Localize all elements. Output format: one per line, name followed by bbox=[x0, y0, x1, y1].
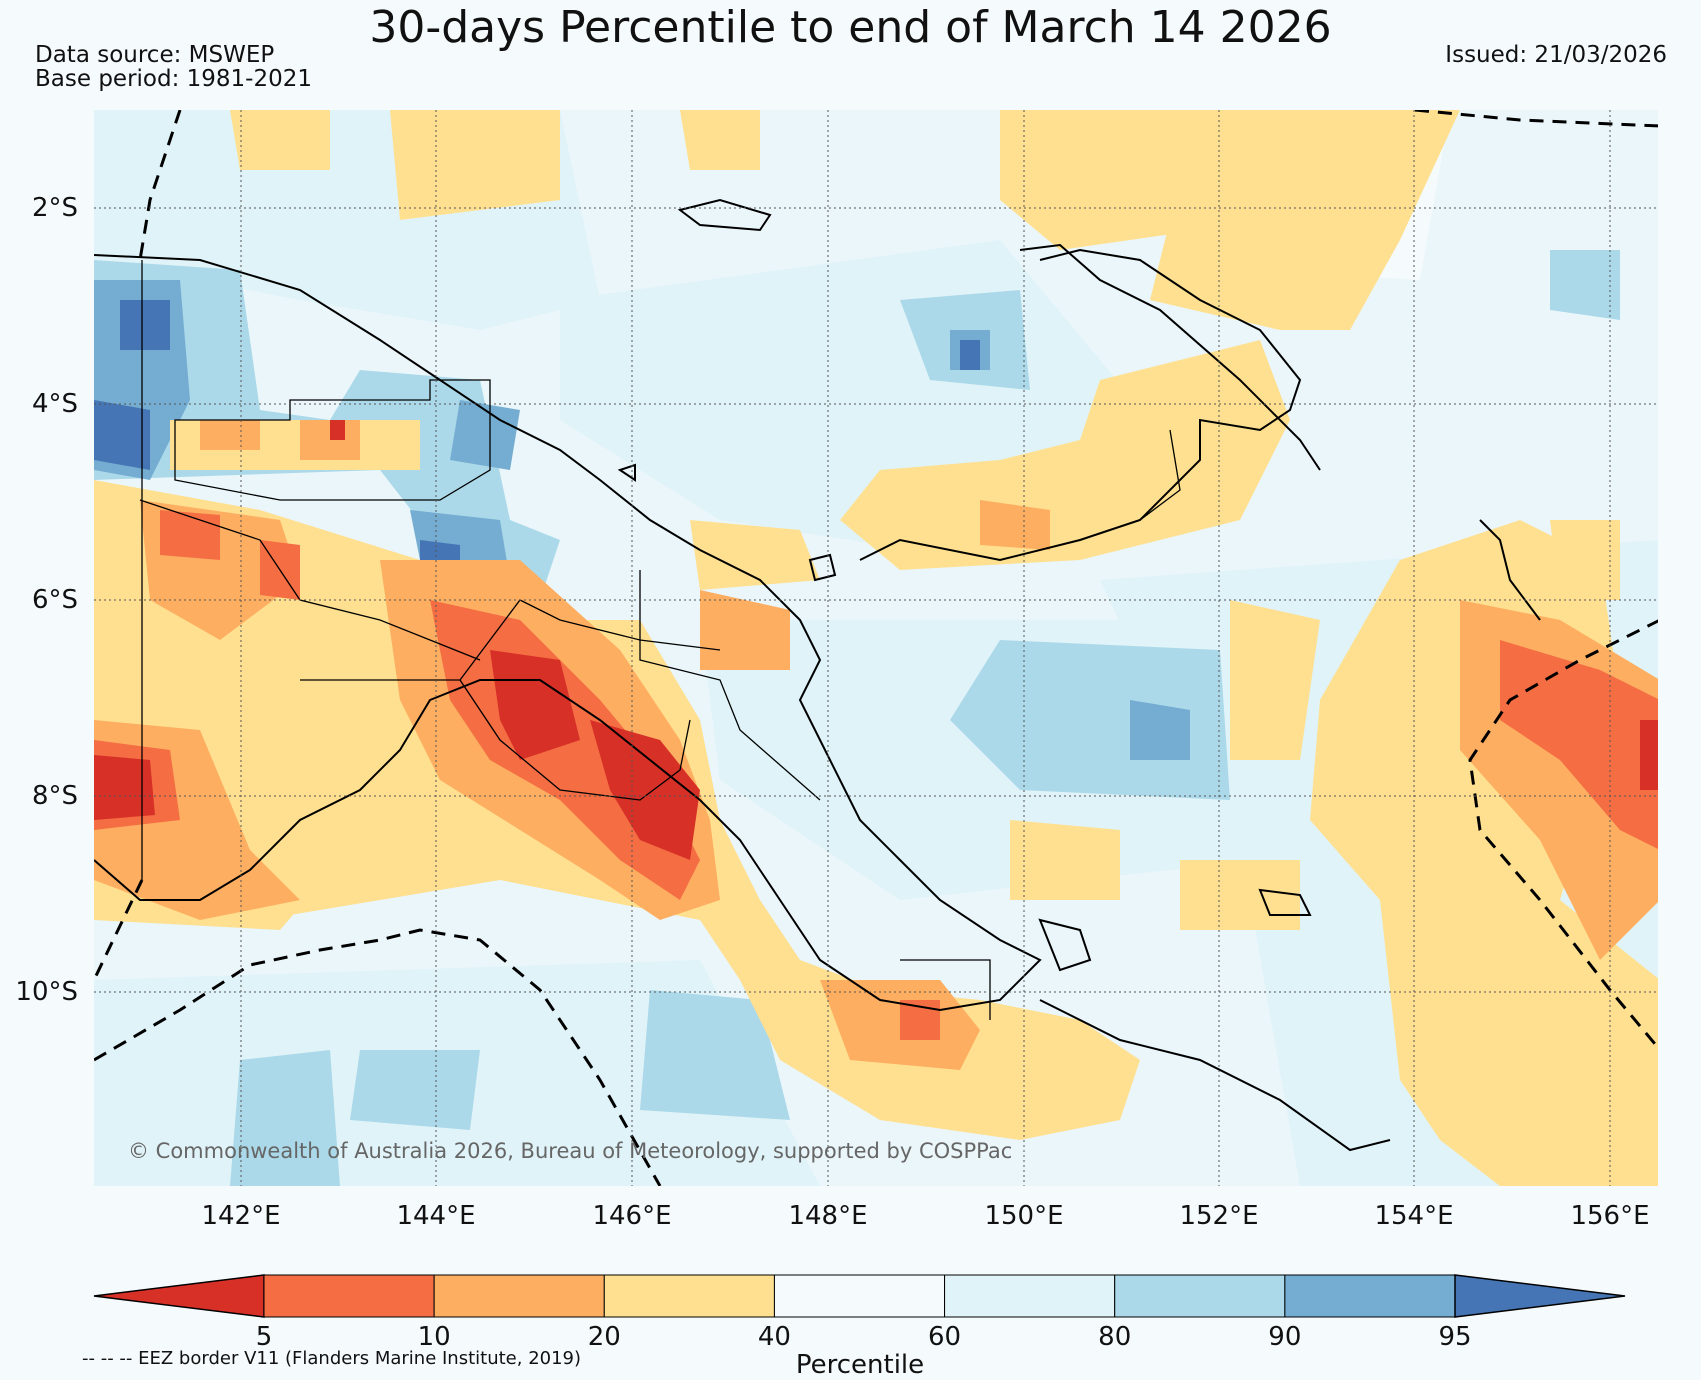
copyright-notice: © Commonwealth of Australia 2026, Bureau… bbox=[128, 1139, 1013, 1163]
base-period: Base period: 1981-2021 bbox=[35, 66, 313, 92]
graticule bbox=[94, 110, 1658, 1186]
lat-label: 6°S bbox=[32, 585, 78, 615]
province-borders bbox=[139, 260, 1181, 1020]
lon-label: 154°E bbox=[1374, 1201, 1453, 1231]
lon-label: 150°E bbox=[984, 1201, 1063, 1231]
colorbar-segment bbox=[773, 1274, 946, 1318]
colorbar-tick-label: 60 bbox=[928, 1322, 961, 1350]
colorbar-tick-label: 40 bbox=[758, 1322, 791, 1350]
eez-legend-note: -- -- -- EEZ border V11 (Flanders Marine… bbox=[82, 1348, 582, 1369]
map-canvas: 2°S 4°S 6°S 8°S 10°S 142°E 144°E 146°E 1… bbox=[15, 110, 1658, 1231]
colorbar-tick-label: 90 bbox=[1268, 1322, 1301, 1350]
lon-label: 148°E bbox=[788, 1201, 867, 1231]
colorbar-tick-label: 95 bbox=[1438, 1322, 1471, 1350]
eez-borders bbox=[94, 110, 1658, 1186]
colorbar: 5 10 20 40 60 80 90 95 bbox=[93, 1274, 1626, 1350]
lat-label: 10°S bbox=[15, 977, 78, 1007]
colorbar-segment bbox=[433, 1274, 605, 1318]
lat-label: 4°S bbox=[32, 389, 78, 419]
colorbar-tick-label: 10 bbox=[418, 1322, 451, 1350]
lon-label: 152°E bbox=[1179, 1201, 1258, 1231]
colorbar-tick-label: 20 bbox=[588, 1322, 621, 1350]
data-source: Data source: MSWEP bbox=[35, 42, 275, 68]
lon-label: 146°E bbox=[592, 1201, 671, 1231]
colorbar-label: Percentile bbox=[795, 1350, 925, 1380]
colorbar-tick-label: 5 bbox=[256, 1322, 273, 1350]
lon-label: 142°E bbox=[201, 1201, 280, 1231]
colorbar-tick-label: 80 bbox=[1098, 1322, 1131, 1350]
colorbar-segment bbox=[1114, 1274, 1286, 1318]
colorbar-segment bbox=[1454, 1274, 1626, 1318]
colorbar-segment bbox=[263, 1274, 435, 1318]
issued-date: Issued: 21/03/2026 bbox=[1445, 42, 1667, 68]
colorbar-segment bbox=[1284, 1274, 1456, 1318]
lat-label: 2°S bbox=[32, 193, 78, 223]
lat-label: 8°S bbox=[32, 781, 78, 811]
colorbar-segment bbox=[603, 1274, 775, 1318]
percentile-field bbox=[94, 110, 1658, 1186]
lon-label: 144°E bbox=[396, 1201, 475, 1231]
coastlines bbox=[94, 198, 1541, 1152]
colorbar-segment bbox=[93, 1274, 265, 1318]
colorbar-segment bbox=[944, 1274, 1116, 1318]
lon-label: 156°E bbox=[1570, 1201, 1649, 1231]
map-title: 30-days Percentile to end of March 14 20… bbox=[369, 2, 1332, 53]
